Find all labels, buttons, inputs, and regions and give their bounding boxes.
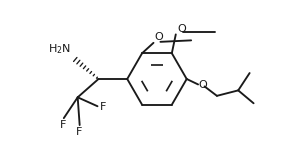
Text: O: O [199,80,207,90]
Text: F: F [59,120,66,130]
Text: O: O [178,24,187,34]
Text: F: F [99,102,106,112]
Text: O: O [154,32,163,42]
Text: F: F [75,127,82,137]
Text: H$_2$N: H$_2$N [48,42,71,56]
